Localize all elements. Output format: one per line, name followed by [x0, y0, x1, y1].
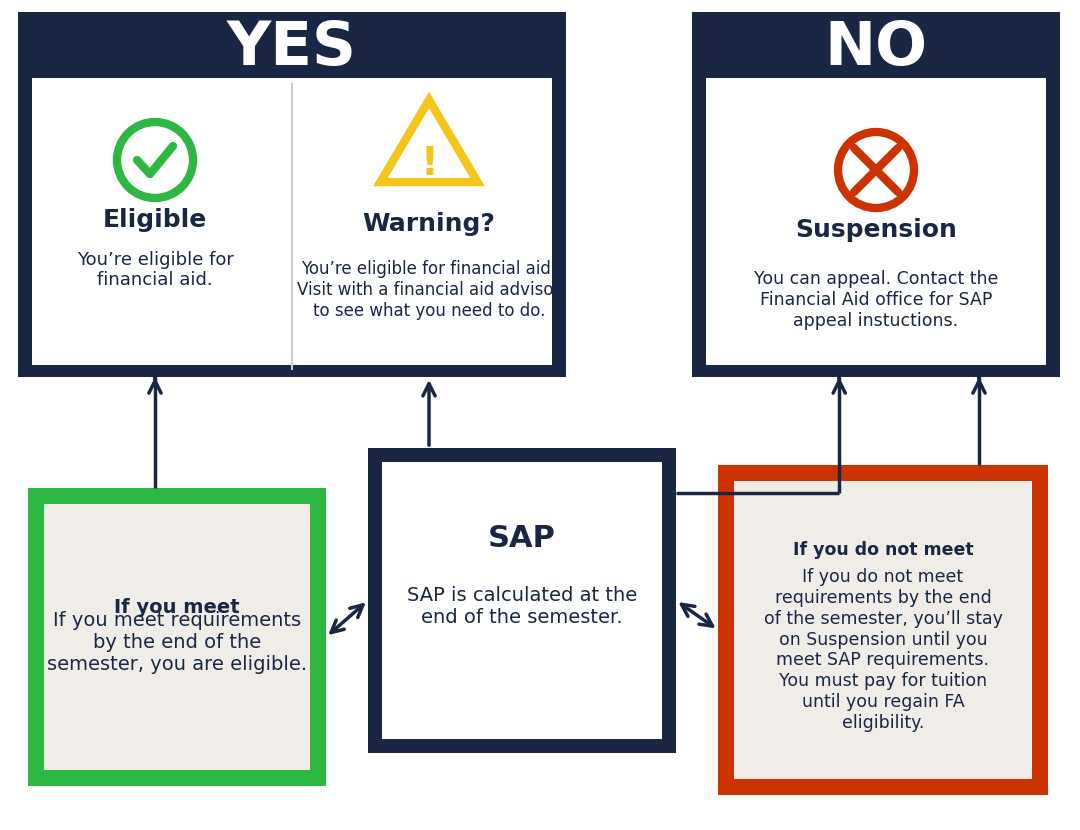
- FancyBboxPatch shape: [28, 488, 326, 786]
- Text: If you meet: If you meet: [114, 598, 240, 617]
- Text: SAP is calculated at the
end of the semester.: SAP is calculated at the end of the seme…: [407, 585, 637, 627]
- Text: Warning?: Warning?: [363, 212, 496, 236]
- Text: NO: NO: [824, 18, 928, 77]
- Text: You can appeal. Contact the
Financial Aid office for SAP
appeal instuctions.: You can appeal. Contact the Financial Ai…: [754, 271, 998, 330]
- FancyBboxPatch shape: [32, 78, 552, 365]
- Text: SAP: SAP: [488, 524, 556, 553]
- FancyBboxPatch shape: [692, 12, 1059, 377]
- Text: If you do not meet
requirements by the end
of the semester, you’ll stay
on Suspe: If you do not meet requirements by the e…: [764, 569, 1002, 732]
- Text: !: !: [420, 145, 437, 183]
- FancyBboxPatch shape: [18, 12, 566, 377]
- FancyBboxPatch shape: [368, 448, 676, 753]
- Text: Eligible: Eligible: [103, 208, 207, 232]
- FancyBboxPatch shape: [382, 462, 662, 739]
- Text: You’re eligible for
financial aid.: You’re eligible for financial aid.: [77, 251, 233, 290]
- Text: YES: YES: [227, 18, 357, 77]
- Text: If you do not meet: If you do not meet: [793, 541, 973, 559]
- FancyBboxPatch shape: [706, 78, 1047, 365]
- Text: You’re eligible for financial aid.
Visit with a financial aid advisor
to see wha: You’re eligible for financial aid. Visit…: [297, 260, 561, 320]
- Text: Suspension: Suspension: [795, 218, 957, 242]
- Text: If you meet requirements
by the end of the
semester, you are eligible.: If you meet requirements by the end of t…: [46, 611, 307, 673]
- FancyBboxPatch shape: [734, 481, 1032, 779]
- FancyBboxPatch shape: [718, 465, 1048, 795]
- FancyBboxPatch shape: [44, 504, 310, 770]
